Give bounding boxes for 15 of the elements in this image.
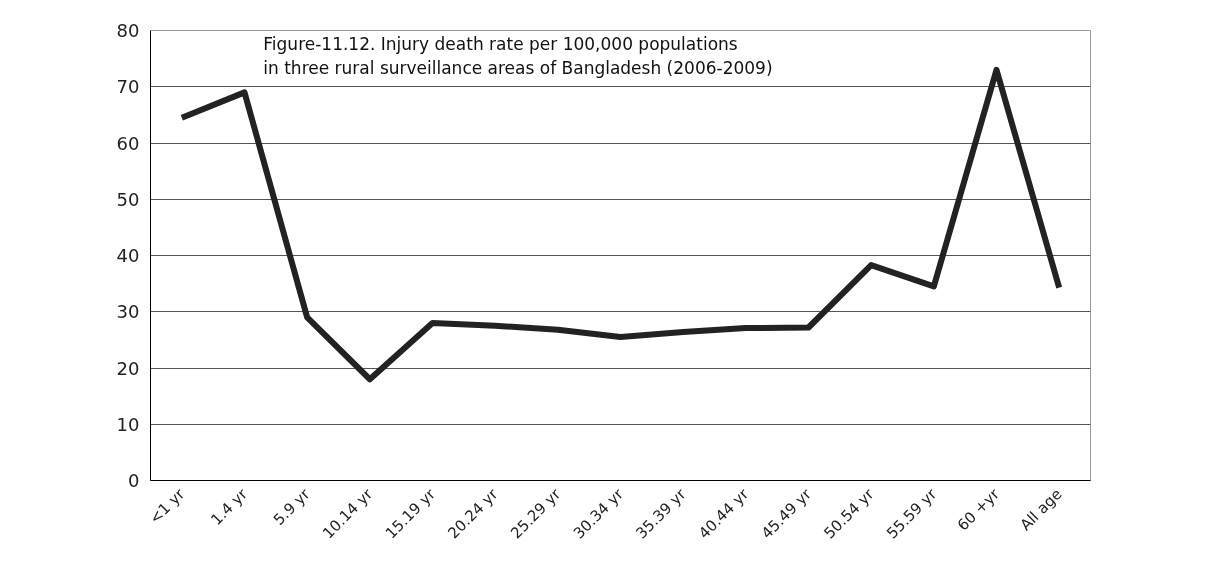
x-tick-label: 1.4 yr — [207, 484, 252, 529]
x-tick-label: All age — [1016, 485, 1066, 535]
y-tick-label: 30 — [116, 301, 140, 323]
y-tick-label: 80 — [116, 20, 140, 41]
x-tick-label: 60 +yr — [953, 484, 1004, 535]
x-tick-label: <1 yr — [145, 484, 189, 528]
y-tick-label: 50 — [116, 188, 140, 210]
y-tick-label: 40 — [116, 245, 140, 266]
x-tick-label: 5.9 yr — [269, 484, 315, 529]
y-tick-label: 60 — [116, 132, 140, 154]
y-tick-label: 70 — [116, 76, 140, 98]
y-tick-label: 0 — [128, 470, 140, 491]
y-tick-label: 10 — [116, 413, 140, 435]
y-tick-label: 20 — [116, 357, 140, 379]
text: Figure-11.12. Injury death rate per 100,000 populations in three rural surveillance areas of Bangladesh (2006-2009) — [263, 33, 773, 78]
